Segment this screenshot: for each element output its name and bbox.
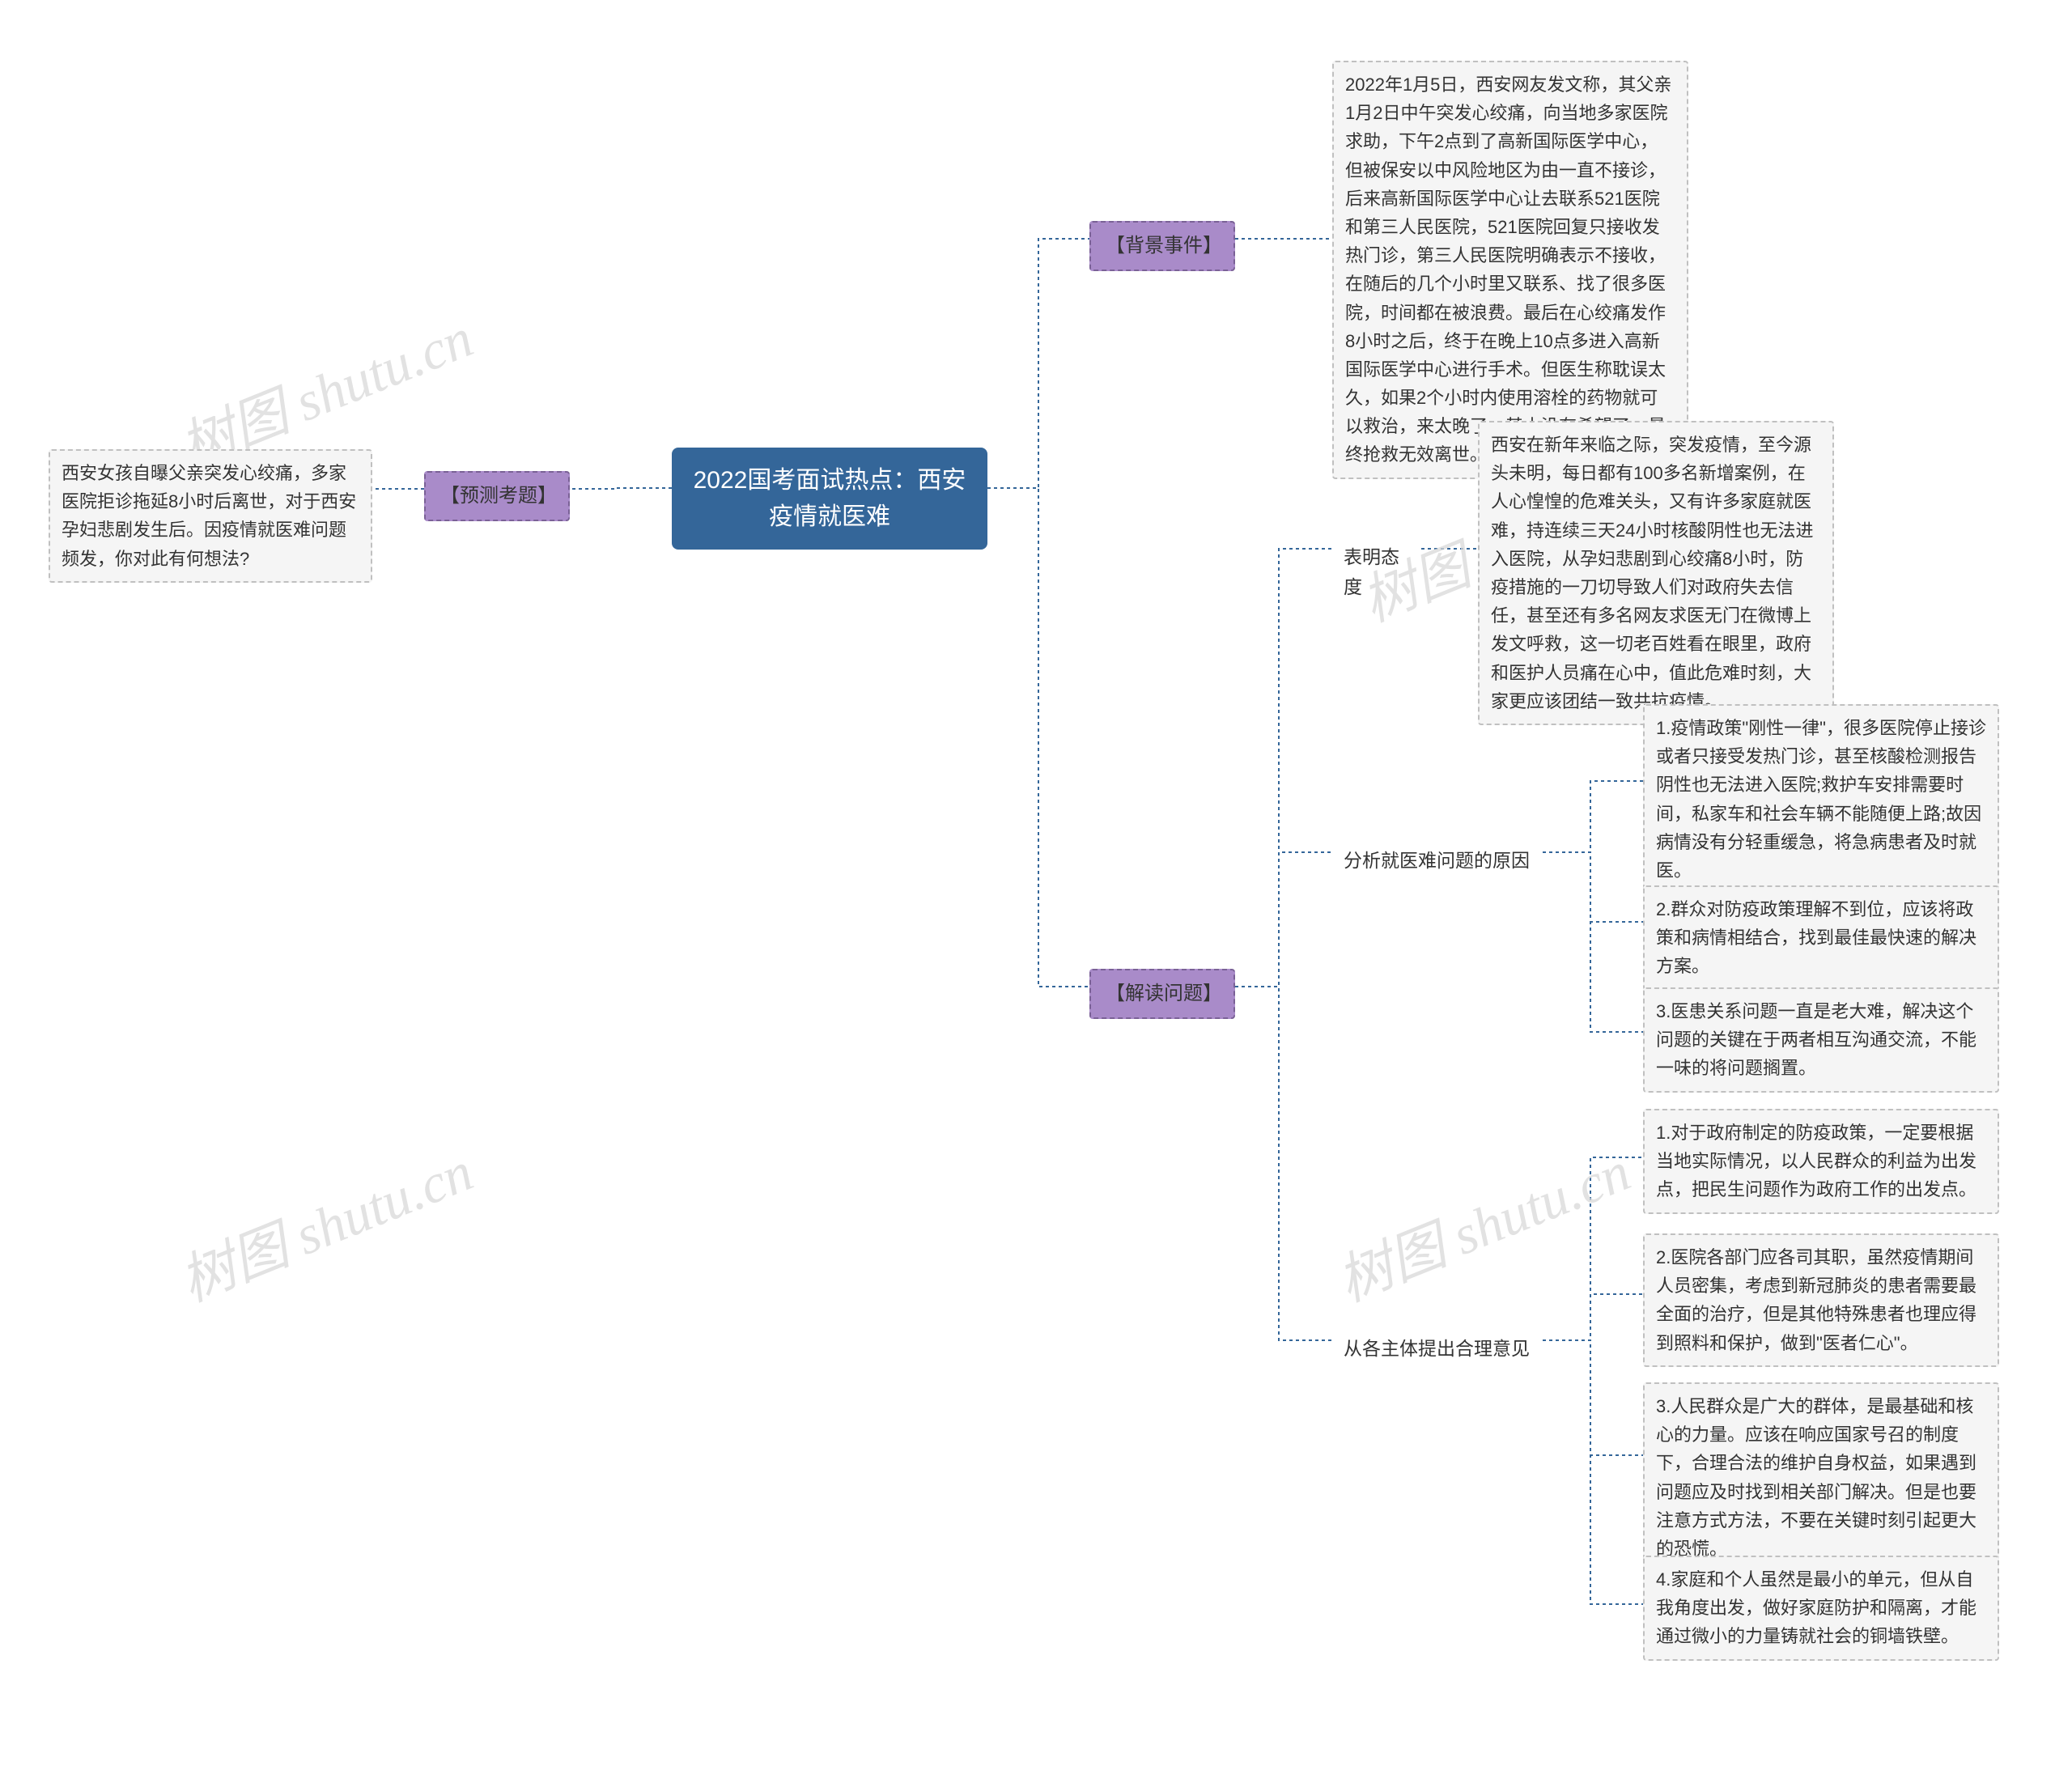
leaf-attitude-detail: 西安在新年来临之际，突发疫情，至今源头未明，每日都有100多名新增案例，在人心惶…: [1478, 421, 1834, 725]
watermark-text: 树图 shutu.cn: [1323, 1127, 1640, 1317]
section-forecast: 【预测考题】: [424, 471, 570, 521]
leaf-opinion-3: 3.人民群众是广大的群体，是最基础和核心的力量。应该在响应国家号召的制度下，合理…: [1643, 1382, 1999, 1573]
subnode-opinion: 从各主体提出合理意见: [1332, 1326, 1543, 1372]
section-background: 【背景事件】: [1089, 221, 1235, 271]
root-node: 2022国考面试热点：西安疫情就医难: [672, 448, 987, 550]
leaf-background-detail: 2022年1月5日，西安网友发文称，其父亲1月2日中午突发心绞痛，向当地多家医院…: [1332, 61, 1688, 479]
section-interpret: 【解读问题】: [1089, 969, 1235, 1019]
leaf-opinion-1: 1.对于政府制定的防疫政策，一定要根据当地实际情况，以人民群众的利益为出发点，把…: [1643, 1109, 1999, 1214]
leaf-reason-3: 3.医患关系问题一直是老大难，解决这个问题的关键在于两者相互沟通交流，不能一味的…: [1643, 987, 1999, 1093]
leaf-opinion-4: 4.家庭和个人虽然是最小的单元，但从自我角度出发，做好家庭防护和隔离，才能通过微…: [1643, 1556, 1999, 1661]
subnode-reason: 分析就医难问题的原因: [1332, 838, 1543, 884]
watermark-text: 树图 shutu.cn: [166, 1127, 482, 1317]
leaf-opinion-2: 2.医院各部门应各司其职，虽然疫情期间人员密集，考虑到新冠肺炎的患者需要最全面的…: [1643, 1233, 1999, 1367]
leaf-forecast-detail: 西安女孩自曝父亲突发心绞痛，多家医院拒诊拖延8小时后离世，对于西安孕妇悲剧发生后…: [49, 449, 372, 583]
leaf-reason-1: 1.疫情政策"刚性一律"，很多医院停止接诊或者只接受发热门诊，甚至核酸检测报告阴…: [1643, 704, 1999, 894]
mindmap-canvas: 树图 shutu.cn树图 shutu.cn树图 shutu.cn树图 shut…: [0, 0, 2072, 1783]
subnode-attitude: 表明态度: [1332, 534, 1421, 610]
leaf-reason-2: 2.群众对防疫政策理解不到位，应该将政策和病情相结合，找到最佳最快速的解决方案。: [1643, 885, 1999, 991]
